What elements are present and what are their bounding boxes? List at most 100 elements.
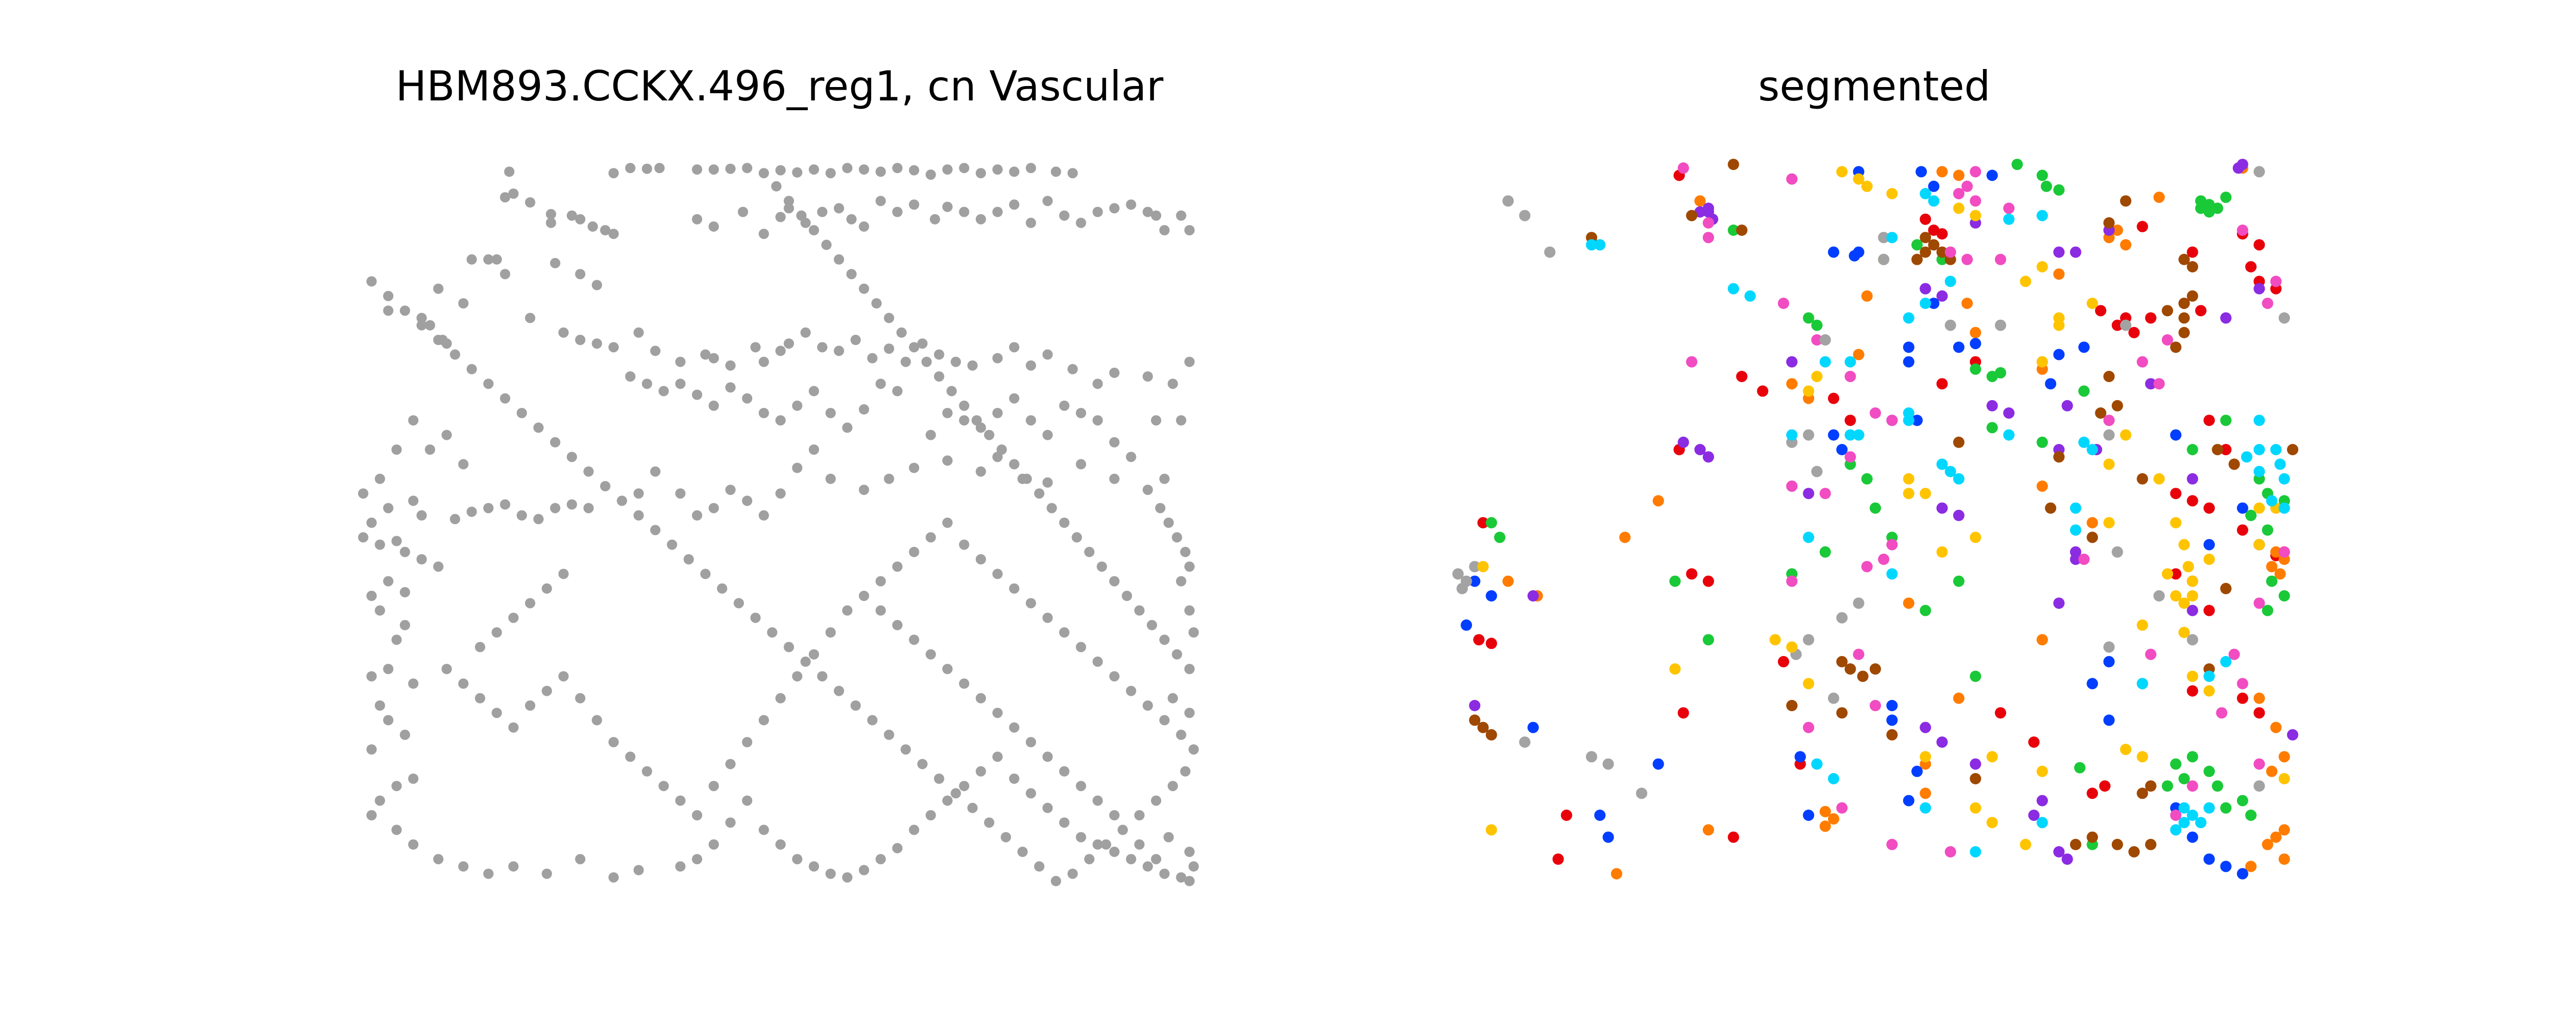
right-scatter-point	[2266, 575, 2278, 587]
left-scatter-point	[1076, 781, 1087, 792]
right-scatter-point	[1502, 195, 1514, 207]
right-scatter-point	[2187, 473, 2198, 485]
right-scatter-point	[2037, 356, 2048, 368]
right-scatter-point	[2103, 217, 2115, 229]
right-scatter-point	[1786, 378, 1798, 390]
right-scatter-point	[2204, 802, 2215, 814]
left-scatter-point	[808, 386, 819, 397]
right-scatter-point	[2170, 429, 2182, 441]
left-scatter-point	[587, 221, 598, 232]
left-scatter-point	[508, 188, 519, 199]
right-scatter-point	[1916, 166, 1927, 178]
left-scatter-point	[1067, 868, 1078, 879]
right-scatter-point	[2278, 590, 2290, 602]
right-scatter-point	[2028, 810, 2040, 821]
left-scatter-point	[600, 481, 611, 491]
right-scatter-point	[1861, 473, 1873, 485]
right-scatter-point	[2037, 795, 2048, 806]
right-scatter-point	[1961, 180, 1973, 192]
left-scatter-point	[1188, 744, 1199, 755]
left-scatter-point	[850, 335, 861, 345]
left-scatter-point	[846, 214, 857, 225]
left-scatter-point	[458, 861, 469, 872]
right-scatter-point	[2041, 180, 2053, 192]
right-scatter-point	[1886, 714, 1898, 726]
left-scatter-point	[450, 349, 461, 360]
right-scatter-point	[1736, 225, 1748, 236]
left-scatter-point	[708, 503, 719, 513]
right-scatter-point	[1903, 597, 1914, 609]
right-scatter-point	[1594, 810, 1606, 821]
right-scatter-point	[1803, 312, 1815, 324]
left-scatter-point	[608, 229, 619, 239]
left-scatter-point	[583, 503, 594, 513]
right-scatter-point	[1828, 773, 1839, 784]
right-scatter-point	[1970, 363, 1981, 375]
left-scatter-point	[1117, 825, 1128, 835]
left-scatter-point	[1155, 503, 1166, 513]
left-scatter-point	[408, 774, 419, 784]
right-scatter-point	[2137, 678, 2148, 690]
left-scatter-point	[1167, 379, 1178, 389]
left-panel-title: HBM893.CCKX.496_reg1, cn Vascular	[396, 62, 1163, 110]
right-scatter-point	[1777, 656, 1789, 667]
right-scatter-point	[1853, 597, 1865, 609]
left-scatter-point	[951, 356, 961, 367]
right-scatter-point	[1519, 736, 1531, 748]
left-scatter-point	[1109, 810, 1120, 820]
right-scatter-point	[1527, 590, 1539, 602]
left-scatter-point	[400, 587, 410, 597]
right-scatter-point	[2137, 751, 2148, 763]
left-scatter-point	[1059, 210, 1070, 221]
right-scatter-point	[2253, 166, 2265, 178]
left-scatter-point	[1042, 430, 1053, 440]
left-scatter-point	[808, 444, 819, 455]
left-scatter-point	[1180, 546, 1191, 557]
left-scatter-point	[1059, 627, 1070, 638]
left-scatter-point	[600, 225, 611, 235]
left-scatter-point	[1122, 591, 1132, 601]
right-scatter-point	[1819, 334, 1831, 346]
left-scatter-point	[875, 166, 886, 177]
left-scatter-point	[909, 634, 920, 645]
right-scatter-point	[1602, 831, 1614, 843]
left-scatter-point	[825, 473, 836, 484]
right-scatter-point	[2037, 817, 2048, 829]
right-scatter-point	[1485, 729, 1497, 741]
right-scatter-point	[1811, 758, 1823, 770]
left-scatter-point	[1026, 598, 1036, 609]
left-scatter-point	[1176, 210, 1187, 221]
left-scatter-point	[758, 408, 769, 418]
right-scatter-point	[2103, 429, 2115, 441]
right-scatter-point	[2078, 554, 2090, 565]
left-scatter-point	[633, 865, 644, 876]
left-scatter-point	[884, 344, 894, 354]
right-scatter-point	[1461, 619, 1472, 631]
right-scatter-point	[2262, 605, 2274, 616]
right-series-9	[1586, 188, 2290, 857]
left-scatter-point	[1084, 546, 1095, 557]
right-scatter-point	[1828, 813, 1839, 825]
right-scatter-point	[2262, 838, 2274, 850]
left-scatter-point	[734, 598, 744, 609]
right-scatter-point	[2145, 838, 2157, 850]
right-scatter-point	[1473, 634, 1485, 646]
right-scatter-point	[2053, 451, 2065, 463]
left-scatter-point	[1076, 217, 1087, 228]
left-scatter-point	[1026, 415, 1036, 426]
right-scatter-point	[1986, 817, 1998, 829]
left-scatter-point	[1146, 620, 1157, 630]
right-scatter-point	[2103, 656, 2115, 667]
right-scatter-point	[1652, 495, 1664, 507]
left-scatter-point	[808, 649, 819, 660]
right-scatter-point	[2187, 261, 2198, 272]
left-scatter-point	[1109, 203, 1120, 214]
left-scatter-point	[425, 444, 435, 455]
left-scatter-point	[842, 163, 853, 174]
left-scatter-point	[1188, 627, 1199, 638]
right-scatter-point	[1811, 334, 1823, 346]
right-scatter-point	[2120, 429, 2131, 441]
left-scatter-point	[667, 539, 677, 550]
left-scatter-point	[859, 865, 869, 876]
right-scatter-point	[1920, 488, 1931, 500]
